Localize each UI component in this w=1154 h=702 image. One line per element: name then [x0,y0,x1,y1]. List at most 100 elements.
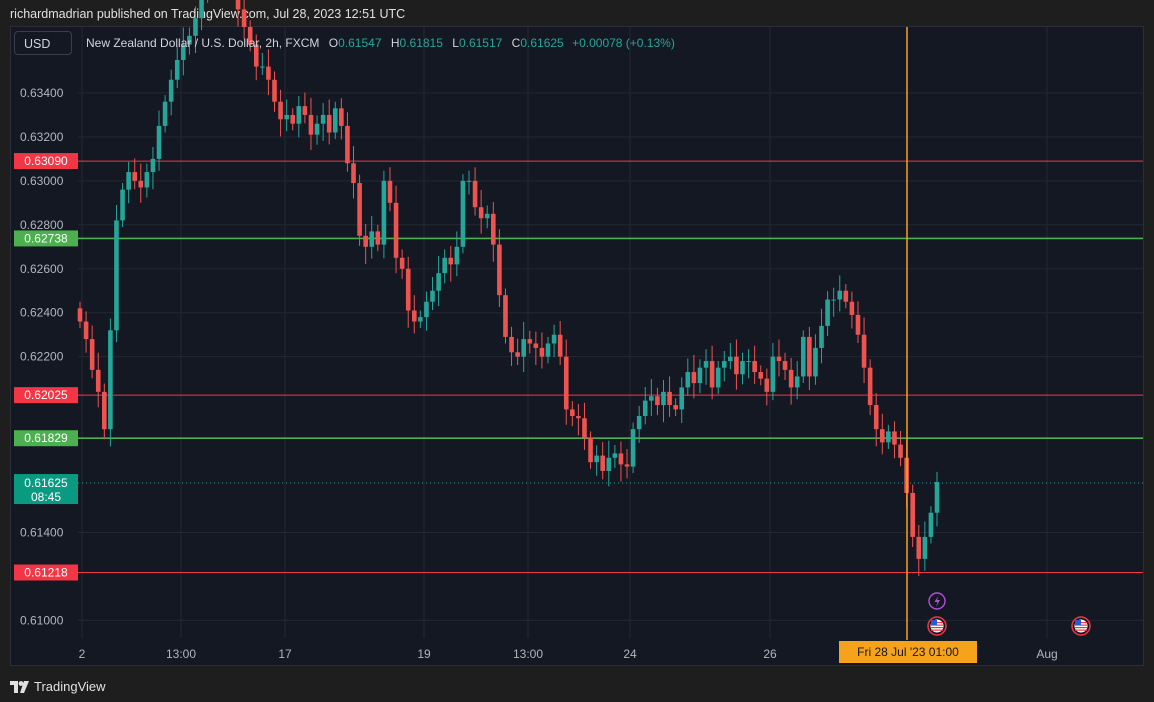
candle-body [156,125,162,159]
y-tick-label: 0.62400 [20,306,64,320]
candle-body [667,391,672,406]
candle-body [484,213,490,219]
level-price-label: 0.62025 [24,388,68,402]
candle-body [454,246,460,265]
candle-body [606,457,612,471]
candle-body [582,418,587,438]
last-price-value: 0.61625 [24,476,68,490]
candle-body [95,369,101,392]
candle-body [734,356,739,375]
candle-body [387,180,393,203]
candle-body [369,231,375,247]
candle-body [418,317,423,322]
candle-body [399,257,405,269]
candle-body [497,244,502,296]
last-price-tag [14,474,78,505]
currency-button[interactable]: USD [14,31,72,55]
candle-body [758,372,764,379]
candle-body [332,108,338,133]
candle-body [199,0,204,19]
candle-body [108,330,113,430]
candle-body [886,431,891,443]
candle-body [624,464,630,467]
lightning-event-icon [928,592,946,610]
candle-body [922,536,928,559]
candle-body [290,114,296,124]
candle-body [752,361,757,373]
candle-body [600,455,606,471]
candle-body [302,106,308,115]
level-price-tag [14,564,78,581]
y-tick-label: 0.63200 [20,130,64,144]
candle-body [892,431,897,445]
candle-body [326,114,332,133]
candle-body [873,405,879,430]
candle-body [363,235,368,247]
candle-body [813,347,818,377]
candle-body [794,376,800,388]
candle-body [345,125,350,164]
candle-body [898,444,903,458]
level-price-label: 0.61218 [24,566,68,580]
candle-body [533,343,539,348]
candle-body [673,405,678,410]
candle-body [539,347,545,357]
candle-body [187,35,192,45]
candle-body [636,416,642,430]
chart-frame[interactable] [10,26,1144,666]
low-label: L [452,36,459,50]
candle-body [272,79,277,102]
footer-brand[interactable]: TradingView [34,679,106,694]
candle-body [83,321,89,340]
candle-body [466,180,472,182]
candle-body [934,481,940,513]
axes: 0.61000 0.61400 0.62200 0.62400 0.62600 0.628… [20,86,1058,661]
close-label: C [511,36,521,50]
candle-body [314,123,320,135]
change-value: +0.00078 (+0.13%) [572,36,675,50]
candle-body [430,290,435,302]
open-label: O [328,36,339,50]
candle-body [776,356,782,362]
candle-body [509,336,514,353]
candle-body [132,172,138,181]
footer: TradingView [10,679,106,694]
candle-body [728,356,733,362]
candle-body [557,334,563,357]
candle-body [162,101,168,126]
crosshair-time-label: Fri 28 Jul '23 01:00 [857,645,959,659]
level-price-tag [14,153,78,170]
y-tick-label: 0.63400 [20,86,64,100]
candle-body [351,163,356,184]
candles [77,0,940,577]
candle-body [612,453,618,458]
level-price-tag [14,430,78,447]
candle-body [849,301,855,315]
candle-body [521,339,526,357]
last-price-countdown: 08:45 [31,490,61,504]
level-price-tag [14,230,78,247]
candle-body [649,396,654,401]
candle-body [594,455,599,463]
candle-body [424,301,429,318]
x-tick-label: 17 [278,647,292,661]
y-tick-label: 0.63000 [20,174,64,188]
candle-body [247,27,253,45]
y-tick-label: 0.62200 [20,350,64,364]
horizontal-levels: 0.63090 0.62738 0.62025 0.61829 0.61218 [14,153,1143,581]
candle-body [746,361,751,363]
candle-body [168,79,174,102]
candle-body [655,396,660,406]
candle-body [709,361,715,388]
candle-body [448,257,454,265]
candle-body [241,9,247,27]
candle-body [375,231,381,245]
candle-body [916,536,922,559]
candle-body [150,158,156,173]
publisher-caption: richardmadrian published on TradingView.… [10,7,406,21]
candle-body [436,273,441,291]
level-price-label: 0.62738 [24,231,68,245]
candle-body [460,180,466,247]
candle-body [102,391,107,430]
